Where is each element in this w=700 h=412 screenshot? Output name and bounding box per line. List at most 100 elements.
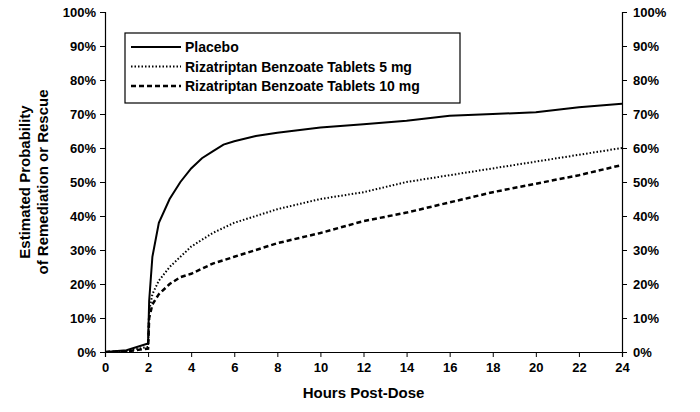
tick-mark <box>100 148 105 149</box>
axis-line <box>100 13 106 353</box>
tick-mark <box>622 12 627 13</box>
tick: 14 <box>400 352 415 375</box>
tick: 20% <box>70 277 105 292</box>
tick-mark <box>148 352 149 357</box>
tick-label: 60% <box>70 141 96 156</box>
tick-label: 22 <box>572 360 586 375</box>
tick: 6 <box>231 352 238 375</box>
tick-mark <box>622 46 627 47</box>
tick-mark <box>100 284 105 285</box>
legend-box <box>125 33 460 103</box>
legend: Placebo Rizatriptan Benzoate Tablets 5 mg… <box>125 33 460 103</box>
tick-label: 40% <box>633 209 659 224</box>
tick-mark <box>100 182 105 183</box>
tick: 20% <box>622 277 659 292</box>
tick-label: 16 <box>443 360 457 375</box>
x-axis-title: Hours Post-Dose <box>303 384 425 401</box>
y-axis-right: 0% 10% 20% 30% 40% 50% 60% 70% 80% 90% 100% <box>622 5 667 360</box>
tick: 60% <box>622 141 659 156</box>
tick: 70% <box>70 107 105 122</box>
tick: 4 <box>188 352 196 375</box>
tick: 100% <box>622 5 667 20</box>
tick: 60% <box>70 141 105 156</box>
tick: 22 <box>572 352 586 375</box>
legend-swatch <box>131 66 181 68</box>
tick-mark <box>100 352 105 353</box>
tick: 70% <box>622 107 659 122</box>
tick-mark <box>622 352 627 353</box>
tick-mark <box>100 318 105 319</box>
tick: 30% <box>622 243 659 258</box>
tick: 40% <box>70 209 105 224</box>
tick-label: 10% <box>70 311 96 326</box>
tick: 16 <box>443 352 457 375</box>
tick-label: 0% <box>77 345 96 360</box>
tick: 100% <box>63 5 105 20</box>
legend-swatch <box>131 85 181 88</box>
y-axis-title-line: Estimated Probability <box>16 105 33 259</box>
tick: 10% <box>70 311 105 326</box>
tick-mark <box>493 352 494 357</box>
tick-label: 80% <box>70 73 96 88</box>
tick-mark <box>100 114 105 115</box>
tick-label: 2 <box>145 360 152 375</box>
tick-label: 70% <box>633 107 659 122</box>
tick-mark <box>100 46 105 47</box>
legend-label: Rizatriptan Benzoate Tablets 5 mg <box>185 59 412 75</box>
series-line <box>105 104 622 352</box>
tick-label: 20% <box>70 277 96 292</box>
tick-mark <box>622 80 627 81</box>
tick-label: 30% <box>633 243 659 258</box>
tick-mark <box>100 80 105 81</box>
axis-line <box>106 353 623 358</box>
tick-mark <box>622 318 627 319</box>
tick-mark <box>622 216 627 217</box>
tick-label: 90% <box>70 39 96 54</box>
tick-label: 14 <box>400 360 415 375</box>
tick: 90% <box>70 39 105 54</box>
tick-mark <box>622 148 627 149</box>
tick-label: 10% <box>633 311 659 326</box>
tick: 0 <box>102 352 109 375</box>
tick: 10% <box>622 311 659 326</box>
tick-mark <box>277 352 278 357</box>
legend-label: Rizatriptan Benzoate Tablets 10 mg <box>185 78 420 94</box>
tick-label: 100% <box>63 5 97 20</box>
tick: 24 <box>615 352 630 375</box>
tick-mark <box>450 352 451 357</box>
tick-mark <box>622 284 627 285</box>
tick: 0% <box>622 345 652 360</box>
chart: 0246810121416182022240%10%20%30%40%50%60… <box>0 0 700 412</box>
x-axis: 024681012141618202224 <box>102 352 631 375</box>
series-line <box>105 148 622 352</box>
tick-mark <box>320 352 321 357</box>
tick: 30% <box>70 243 105 258</box>
tick: 40% <box>622 209 659 224</box>
tick: 80% <box>70 73 105 88</box>
tick: 50% <box>622 175 659 190</box>
tick-label: 70% <box>70 107 96 122</box>
legend-label: Placebo <box>185 39 239 55</box>
tick-mark <box>234 352 235 357</box>
y-axis-title: Estimated Probabilityof Remediation or R… <box>16 89 51 274</box>
tick-label: 4 <box>188 360 196 375</box>
tick-mark <box>622 182 627 183</box>
tick-mark <box>536 352 537 357</box>
tick-label: 60% <box>633 141 659 156</box>
tick-label: 12 <box>357 360 371 375</box>
tick: 12 <box>357 352 371 375</box>
tick-mark <box>100 12 105 13</box>
tick-mark <box>579 352 580 357</box>
tick-mark <box>622 114 627 115</box>
tick-mark <box>622 250 627 251</box>
tick: 18 <box>486 352 500 375</box>
tick-label: 20% <box>633 277 659 292</box>
tick-mark <box>191 352 192 357</box>
tick-label: 6 <box>231 360 238 375</box>
y-axis-left: 0%10%20%30%40%50%60%70%80%90%100% <box>63 5 106 360</box>
tick-label: 18 <box>486 360 500 375</box>
tick-label: 90% <box>633 39 659 54</box>
tick-label: 80% <box>633 73 659 88</box>
tick-label: 100% <box>633 5 667 20</box>
series-line <box>105 165 622 352</box>
